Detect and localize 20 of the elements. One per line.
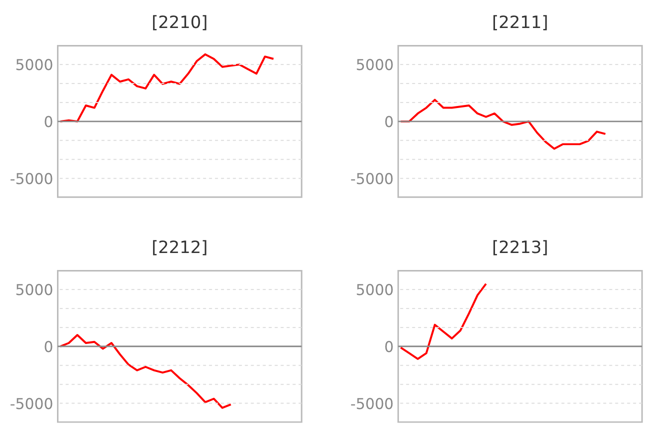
y-tick-label: 0 — [44, 338, 54, 356]
y-tick-label: -5000 — [10, 170, 54, 188]
line-series — [400, 282, 487, 360]
chart-title: [2212] — [152, 236, 208, 257]
chart-title: [2211] — [492, 12, 548, 32]
y-tick-label: -5000 — [350, 170, 394, 188]
line-series — [59, 334, 232, 409]
line-series — [400, 98, 606, 150]
y-tick-label: 0 — [384, 338, 394, 356]
y-tick-label: 5000 — [356, 56, 394, 74]
chart-title: [2213] — [492, 236, 548, 257]
y-tick-label: 0 — [384, 112, 394, 131]
y-tick-label: 5000 — [15, 56, 54, 74]
line-series — [59, 53, 274, 122]
y-tick-label: 5000 — [356, 281, 394, 299]
y-tick-label: 0 — [44, 112, 54, 131]
y-tick-label: -5000 — [350, 394, 394, 413]
y-tick-label: -5000 — [10, 394, 54, 413]
y-tick-label: 5000 — [15, 281, 54, 299]
chart-title: [2210] — [152, 12, 208, 32]
